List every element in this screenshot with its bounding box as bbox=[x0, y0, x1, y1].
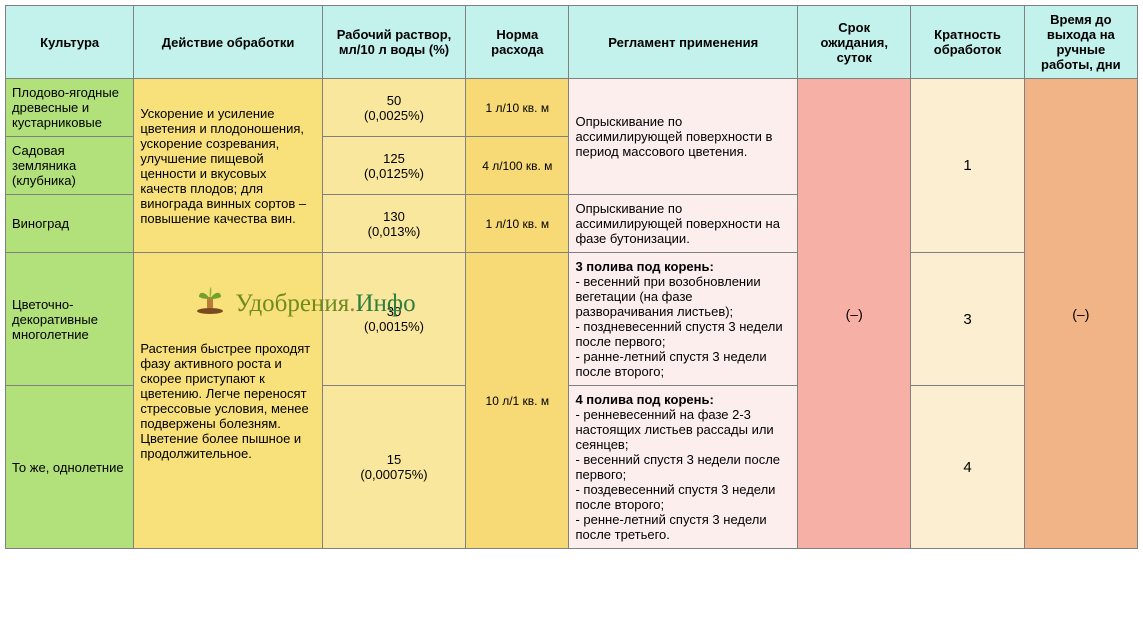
pct: (0,00075%) bbox=[360, 467, 427, 482]
cell-rastvor-1: 50 (0,0025%) bbox=[322, 79, 465, 137]
cell-kultura-4: Цветочно-декоративные многолетние bbox=[6, 253, 134, 386]
reg3-b: поздневесенний спустя 3 недели после пер… bbox=[575, 319, 791, 349]
th-norma: Норма расхода bbox=[466, 6, 569, 79]
val: 15 bbox=[387, 452, 401, 467]
th-srok: Срок ожидания, суток bbox=[798, 6, 911, 79]
val: 130 bbox=[383, 209, 405, 224]
cell-rastvor-3: 130 (0,013%) bbox=[322, 195, 465, 253]
cell-krat-4: 4 bbox=[911, 386, 1024, 549]
th-krat: Кратность обработок bbox=[911, 6, 1024, 79]
cell-norma-1: 1 л/10 кв. м bbox=[466, 79, 569, 137]
reg3-head: 3 полива под корень: bbox=[575, 259, 713, 274]
pct: (0,0015%) bbox=[364, 319, 424, 334]
cell-reglament-3: 3 полива под корень: весенний при возобн… bbox=[569, 253, 798, 386]
cell-action-2: Растения быстрее проходят фазу активного… bbox=[134, 253, 322, 549]
cell-norma-4: 10 л/1 кв. м bbox=[466, 253, 569, 549]
cell-reglament-4: 4 полива под корень: ренневесенний на фа… bbox=[569, 386, 798, 549]
cell-kultura-3: Виноград bbox=[6, 195, 134, 253]
cell-srok: (–) bbox=[798, 79, 911, 549]
cell-action-1: Ускорение и усиление цветения и плодонош… bbox=[134, 79, 322, 253]
cell-vremya: (–) bbox=[1024, 79, 1137, 549]
cell-kultura-1: Плодово-ягодные древесные и кустарниковы… bbox=[6, 79, 134, 137]
cell-krat-3: 3 bbox=[911, 253, 1024, 386]
cell-rastvor-2: 125 (0,0125%) bbox=[322, 137, 465, 195]
reg4-b: весенний спустя 3 недели после первого; bbox=[575, 452, 791, 482]
pct: (0,013%) bbox=[368, 224, 421, 239]
val: 125 bbox=[383, 151, 405, 166]
cell-rastvor-4: 30 (0,0015%) bbox=[322, 253, 465, 386]
reg4-c: поздевесенний спустя 3 недели после втор… bbox=[575, 482, 791, 512]
th-kultura: Культура bbox=[6, 6, 134, 79]
pct: (0,0125%) bbox=[364, 166, 424, 181]
cell-kultura-2: Садовая земляника (клубника) bbox=[6, 137, 134, 195]
cell-norma-2: 4 л/100 кв. м bbox=[466, 137, 569, 195]
table-row: Плодово-ягодные древесные и кустарниковы… bbox=[6, 79, 1138, 137]
val: 30 bbox=[387, 304, 401, 319]
table-row: Цветочно-декоративные многолетние Растен… bbox=[6, 253, 1138, 386]
th-vremya: Время до выхода на ручные работы, дни bbox=[1024, 6, 1137, 79]
reg4-d: ренне-летний спустя 3 недели после треть… bbox=[575, 512, 791, 542]
th-rastvor: Рабочий раствор, мл/10 л воды (%) bbox=[322, 6, 465, 79]
reg3-c: ранне-летний спустя 3 недели после второ… bbox=[575, 349, 791, 379]
fertilizer-table: Культура Действие обработки Рабочий раст… bbox=[5, 5, 1138, 549]
reg4-a: ренневесенний на фазе 2-3 настоящих лист… bbox=[575, 407, 791, 452]
cell-rastvor-5: 15 (0,00075%) bbox=[322, 386, 465, 549]
reg3-a: весенний при возобновлении вегетации (на… bbox=[575, 274, 791, 319]
th-reglament: Регламент применения bbox=[569, 6, 798, 79]
th-action: Действие обработки bbox=[134, 6, 322, 79]
pct: (0,0025%) bbox=[364, 108, 424, 123]
reg4-head: 4 полива под корень: bbox=[575, 392, 713, 407]
val: 50 bbox=[387, 93, 401, 108]
cell-kultura-5: То же, однолетние bbox=[6, 386, 134, 549]
cell-krat-1: 1 bbox=[911, 79, 1024, 253]
cell-norma-3: 1 л/10 кв. м bbox=[466, 195, 569, 253]
cell-reglament-2: Опрыскивание по ассимилирующей поверхнос… bbox=[569, 195, 798, 253]
cell-reglament-1: Опрыскивание по ассимилирующей поверхнос… bbox=[569, 79, 798, 195]
